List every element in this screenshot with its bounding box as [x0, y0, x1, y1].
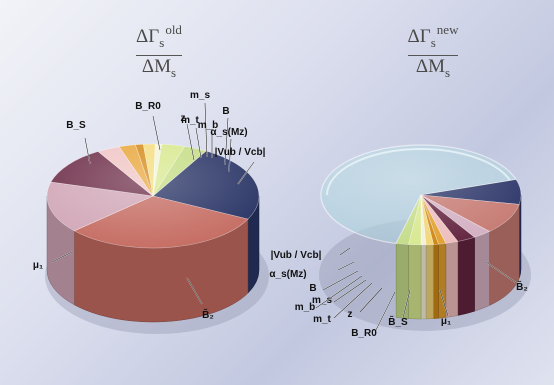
leader-line-core	[204, 102, 208, 158]
leader-line-core	[402, 289, 411, 319]
slice-label: B_S	[66, 120, 86, 131]
slice-label: m_s	[312, 295, 332, 306]
leader-line-core	[186, 277, 203, 305]
leader-line-core	[337, 261, 355, 271]
slice-label: B	[309, 283, 316, 294]
pie-gloss	[321, 145, 521, 245]
slice-label: m_b	[295, 302, 316, 313]
leader-line-core	[195, 127, 202, 159]
leader-line-core	[237, 161, 255, 185]
leader-line-core	[84, 137, 91, 165]
pie-side-z	[445, 241, 459, 318]
leader-line-core	[51, 251, 73, 263]
pie-side-B	[420, 244, 427, 320]
leader-line-core	[333, 279, 367, 303]
pie-side-B̃_S	[474, 231, 490, 312]
pie-side-B̃₂	[518, 194, 522, 279]
pie-side-α_s(Mz)	[408, 244, 422, 320]
slice-label: B_R0	[351, 328, 377, 339]
pie-side-m_b	[425, 244, 434, 320]
pie-chart-new: B̃₂ μ₁ B̃_S B_R0 z m_t m_sm_b Bα_s(Mz) |Vub / Vc…	[269, 144, 531, 339]
slice-label: B_R0	[135, 101, 161, 112]
slice-label: μ₁	[33, 260, 43, 271]
leader-line-core	[228, 138, 232, 173]
leader-line-core	[315, 275, 363, 309]
slice-label: |Vub / Vcb|	[271, 250, 322, 261]
slice-label: B̃_S	[388, 315, 408, 328]
pie-side-m_s	[433, 243, 439, 319]
slice-label: z	[181, 113, 186, 124]
leader-line-core	[152, 115, 161, 151]
slice-label: B̃₂	[202, 308, 214, 321]
leader-line-core	[485, 261, 519, 285]
pie-side-B_R0	[457, 236, 475, 316]
slice-label: α_s(Mz)	[210, 127, 247, 138]
slice-label: z	[348, 309, 353, 320]
leader-line-core	[339, 247, 351, 256]
slice-label: m_b	[198, 120, 219, 131]
slice-label: μ₁	[441, 316, 451, 327]
slice-label: B̃₂	[516, 280, 528, 293]
leader-line-core	[322, 270, 359, 291]
leader-line-core	[439, 289, 449, 317]
slice-label: |Vub / Vcb|	[215, 147, 266, 158]
leader-line-core	[359, 287, 383, 313]
slice-label: α_s(Mz)	[269, 269, 306, 280]
leader-line-core	[375, 291, 396, 331]
slice-label: B	[222, 106, 229, 117]
slice-label: m_s	[190, 90, 210, 101]
leader-line-core	[224, 117, 229, 166]
pie-gloss	[47, 144, 259, 248]
slice-label: m_t	[181, 115, 199, 126]
slice-label: m_t	[313, 314, 331, 325]
leader-line-core	[333, 282, 373, 319]
chart-title-old: ΔΓsold ΔMs	[136, 22, 182, 80]
chart-title-new: ΔΓsnew ΔMs	[407, 22, 459, 80]
leader-line-core	[186, 123, 195, 161]
pie-side-|Vub / Vcb|	[395, 243, 409, 319]
